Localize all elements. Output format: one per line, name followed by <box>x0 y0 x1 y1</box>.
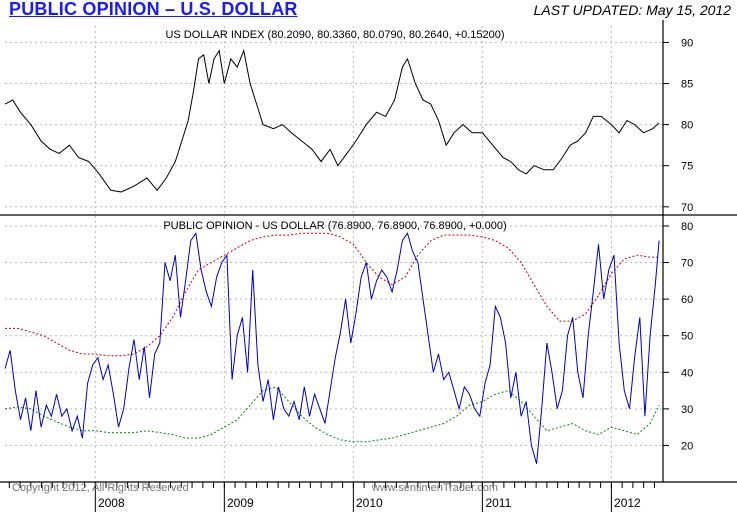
y-tick-label: 70 <box>681 258 693 270</box>
y-tick-label: 75 <box>681 161 693 173</box>
y-tick-label: 50 <box>681 331 693 343</box>
y-tick-label: 60 <box>681 294 693 306</box>
y-tick-label: 30 <box>681 404 693 416</box>
x-tick-label: 2012 <box>614 496 641 510</box>
site-text: www.sentimenTrader.com <box>371 482 498 494</box>
price-panel-title: US DOLLAR INDEX (80.2090, 80.3360, 80.07… <box>165 29 504 41</box>
lower-band-line <box>4 386 660 443</box>
y-tick-label: 20 <box>681 440 693 452</box>
x-tick-label: 2008 <box>98 496 125 510</box>
upper-band-line <box>5 232 660 357</box>
y-tick-label: 80 <box>681 221 693 233</box>
copyright-text: Copyright 2012, All Rights Reserved <box>12 482 189 494</box>
opinion-panel-title: PUBLIC OPINION - US DOLLAR (76.8900, 76.… <box>163 220 506 232</box>
x-tick-label: 2011 <box>485 496 511 510</box>
x-tick-label: 2009 <box>227 496 254 510</box>
series-layer <box>4 48 660 464</box>
x-tick-label: 2010 <box>356 496 383 510</box>
y-tick-label: 85 <box>681 79 693 91</box>
gridlines <box>5 26 663 482</box>
y-tick-label: 80 <box>681 120 693 132</box>
public-opinion-line <box>4 231 660 464</box>
y-tick-label: 40 <box>681 367 693 379</box>
last-updated: LAST UPDATED: May 15, 2012 <box>533 2 731 18</box>
y-tick-label: 70 <box>681 202 693 214</box>
page-title: PUBLIC OPINION – U.S. DOLLAR <box>9 0 298 19</box>
tick-layer: 2008 2009 2010 2011 2012 70 75 80 85 90 20 30 40 50 60… <box>8 37 693 512</box>
chart-frame <box>0 20 737 483</box>
dollar-index-line <box>4 48 660 193</box>
y-tick-label: 90 <box>681 37 693 49</box>
